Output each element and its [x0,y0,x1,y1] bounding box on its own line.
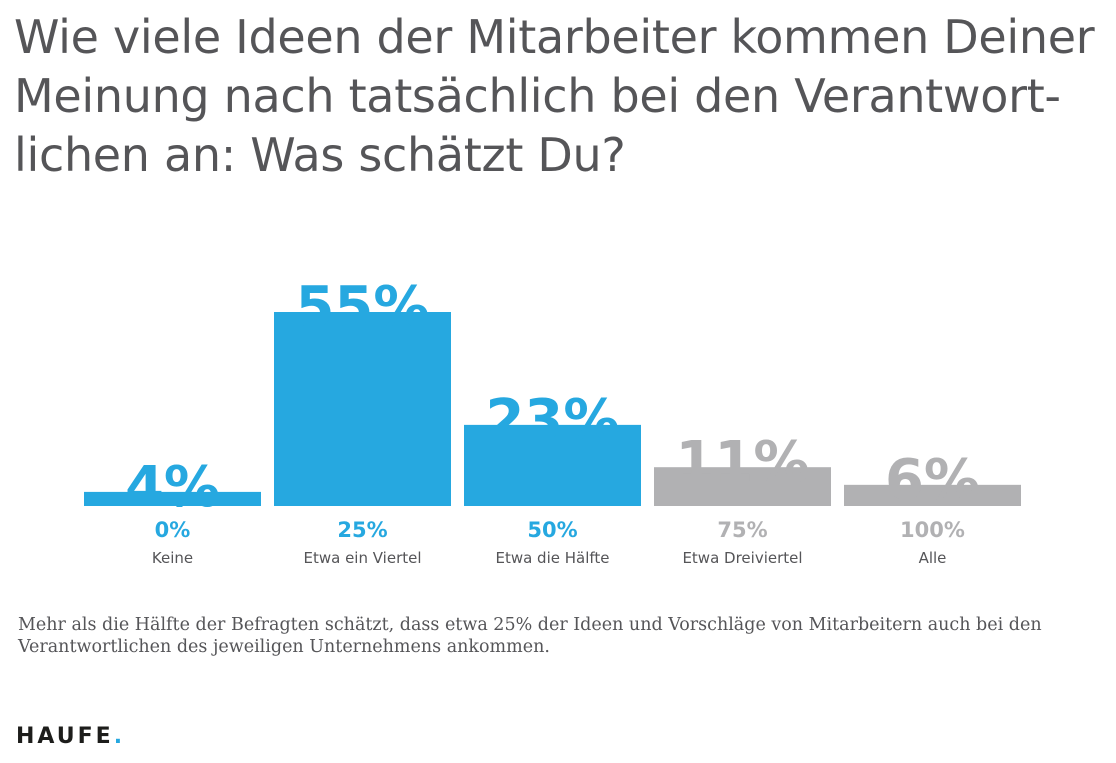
category-name-label: Keine [152,549,193,567]
bar [464,424,641,506]
bar [84,491,261,506]
bar [274,312,451,506]
chart-title: Wie viele Ideen der Mitarbeiter kommen D… [14,10,1095,182]
category-name-label: Alle [919,549,947,567]
bar [844,484,1021,506]
category-percent-label: 75% [717,518,767,542]
logo-dot: . [113,724,126,749]
category-name-label: Etwa ein Viertel [303,549,421,567]
category-percent-label: 50% [527,518,577,542]
bar-value-label: 55% [295,275,429,340]
category-percent-label: 25% [337,518,387,542]
bar-chart: 4%0% Keine 55% 25% Etwa ein Viertel 23% 50% Etw… [84,275,1021,567]
bar-value-label: 4% [125,455,220,520]
category-name-label: Etwa die Hälfte [495,549,609,567]
category-percent-label: 100% [900,518,965,542]
haufe-logo: HAUFE. [16,724,125,750]
bar-value-label: 6% [885,448,980,513]
category-percent-label: 0% [155,518,191,542]
category-name-label: Etwa Dreiviertel [682,549,802,567]
bar [654,467,831,506]
bar-value-label: 23% [485,388,619,453]
chart-caption: Mehr als die Hälfte der Befragten schätz… [18,615,1042,657]
logo-text: HAUFE [16,724,114,749]
bar-value-label: 11% [675,430,809,495]
